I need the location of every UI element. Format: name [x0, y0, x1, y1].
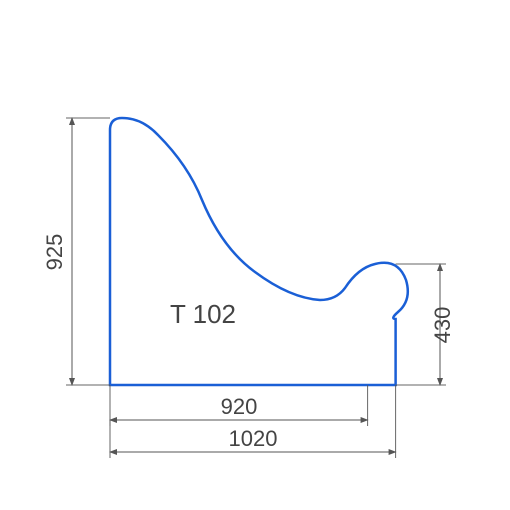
drawing-container: 925 430 920 1020 T 102 — [0, 0, 510, 510]
dim-value-width-outer: 1020 — [229, 426, 278, 451]
dimension-height-left: 925 — [42, 118, 110, 385]
dim-value-height-right: 430 — [430, 307, 455, 344]
dim-value-height-left: 925 — [42, 234, 67, 271]
technical-drawing: 925 430 920 1020 T 102 — [0, 0, 510, 510]
dim-value-width-inner: 920 — [221, 394, 258, 419]
profile-label: T 102 — [170, 299, 236, 329]
dimension-width-inner: 920 — [110, 385, 368, 426]
profile-outline — [110, 118, 408, 385]
dimension-height-right: 430 — [396, 264, 455, 385]
